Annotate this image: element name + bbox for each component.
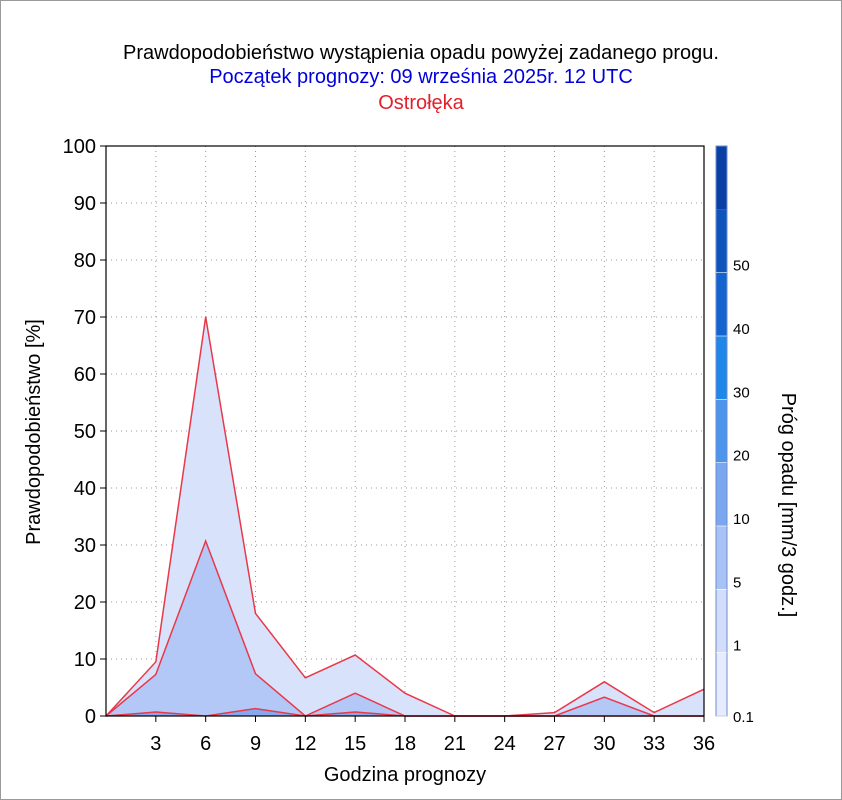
y-tick-label: 50: [74, 421, 96, 443]
colorbar-segment: [716, 336, 727, 400]
colorbar-level-label: 20: [733, 448, 750, 465]
y-tick-label: 40: [74, 478, 96, 500]
line-threshold-0.1: [105, 316, 705, 717]
area-threshold-1: [106, 541, 704, 716]
colorbar-segment: [716, 652, 727, 716]
y-tick-label: 70: [74, 307, 96, 329]
x-axis-label: Godzina prognozy: [324, 764, 486, 786]
colorbar-segment: [716, 589, 727, 653]
x-tick-label: 6: [200, 733, 211, 755]
colorbar-label: Próg opadu [mm/3 godz.]: [777, 393, 799, 618]
y-tick-label: 80: [74, 250, 96, 272]
colorbar-segment: [716, 399, 727, 463]
area-threshold-5: [106, 708, 704, 716]
colorbar-level-label: 10: [733, 511, 750, 528]
colorbar-segment: [716, 526, 727, 590]
chart-location: Ostrołęka: [378, 92, 464, 114]
y-tick-label: 90: [74, 193, 96, 215]
colorbar-level-label: 0.1: [733, 709, 754, 726]
x-tick-label: 12: [294, 733, 316, 755]
y-axis-ticks: 0 10 20 30 40 50 60 70 80 90 100: [63, 136, 106, 728]
colorbar-level-label: 40: [733, 321, 750, 338]
x-tick-label: 21: [444, 733, 466, 755]
x-tick-label: 27: [543, 733, 565, 755]
x-tick-label: 9: [250, 733, 261, 755]
colorbar-segment: [716, 272, 727, 336]
y-axis-label: Prawdopodobieństwo [%]: [23, 319, 45, 545]
x-axis-ticks: 3 6 9 12 15 18 21 24 27 30 33 36: [150, 716, 715, 755]
chart-title: Prawdopodobieństwo wystąpienia opadu pow…: [123, 42, 719, 64]
colorbar-segment: [716, 209, 727, 273]
colorbar-level-label: 5: [733, 574, 741, 591]
threshold-colorbar: 0.1 1 5 10 20 30 40 50: [715, 145, 754, 726]
colorbar-level-label: 50: [733, 258, 750, 275]
colorbar-level-label: 30: [733, 384, 750, 401]
x-tick-label: 3: [150, 733, 161, 755]
x-tick-label: 24: [494, 733, 516, 755]
colorbar-segment: [716, 146, 727, 210]
chart-subtitle: Początek prognozy: 09 września 2025r. 12…: [209, 66, 633, 88]
colorbar-segment: [716, 462, 727, 526]
x-tick-label: 15: [344, 733, 366, 755]
x-tick-label: 36: [693, 733, 715, 755]
x-tick-label: 30: [593, 733, 615, 755]
y-tick-label: 0: [85, 706, 96, 728]
x-tick-label: 18: [394, 733, 416, 755]
colorbar-level-label: 1: [733, 638, 741, 655]
y-tick-label: 10: [74, 649, 96, 671]
x-tick-label: 33: [643, 733, 665, 755]
y-tick-label: 60: [74, 364, 96, 386]
y-tick-label: 100: [63, 136, 96, 158]
y-tick-label: 20: [74, 592, 96, 614]
y-tick-label: 30: [74, 535, 96, 557]
area-threshold-0.1: [106, 317, 704, 716]
